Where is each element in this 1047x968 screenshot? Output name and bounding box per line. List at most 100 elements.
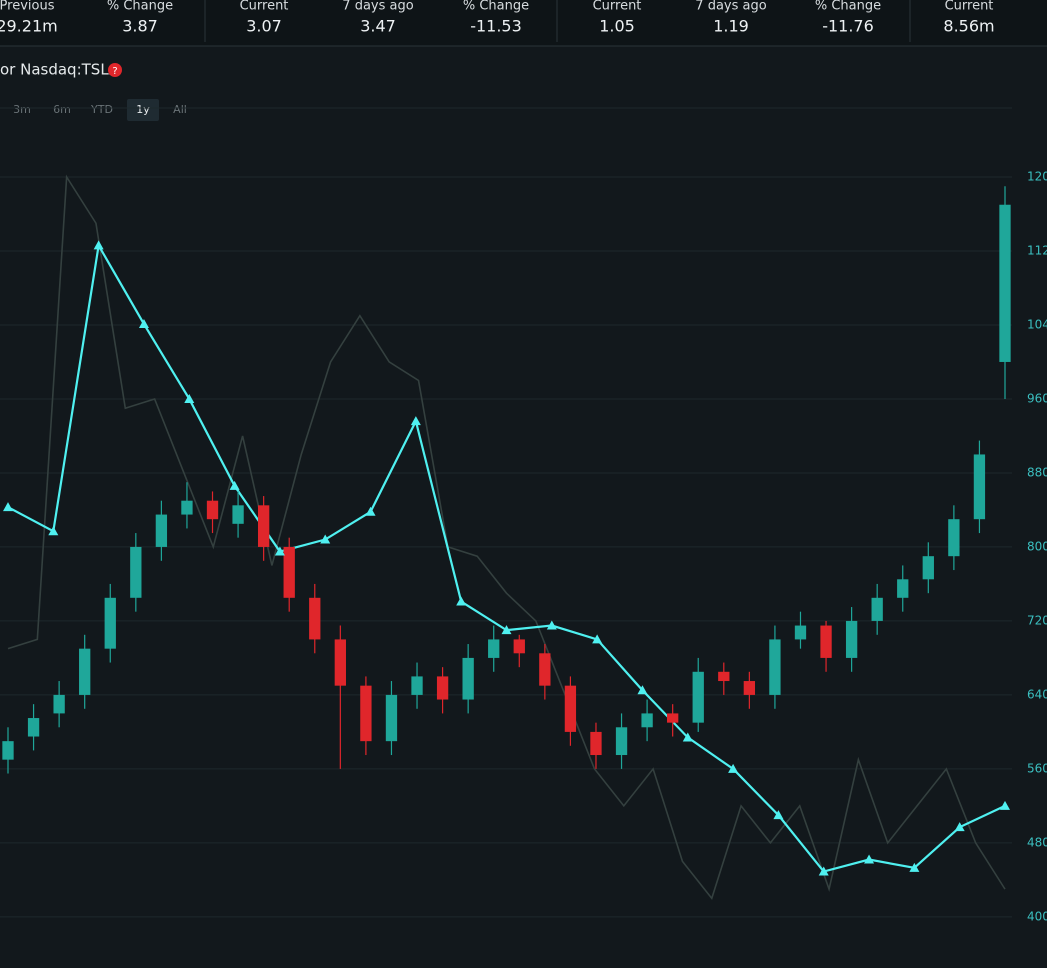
- range-button[interactable]: 1y: [136, 103, 150, 116]
- candle-body: [53, 694, 65, 714]
- stat-value: 8.56m: [943, 17, 994, 36]
- stat-value: -11.76: [822, 17, 874, 36]
- line-marker: [592, 634, 603, 644]
- candle-body: [794, 625, 807, 640]
- candle-body: [973, 454, 986, 520]
- candle-body: [232, 505, 244, 524]
- line-marker: [48, 526, 59, 536]
- candle-body: [897, 579, 909, 598]
- line-marker: [773, 810, 784, 820]
- candle-body: [999, 204, 1011, 362]
- stat-value: 29.21m: [0, 17, 58, 36]
- candle-body: [385, 694, 398, 742]
- candle-body: [948, 519, 960, 557]
- range-button-active[interactable]: [127, 99, 159, 121]
- stat-value: 3.07: [246, 17, 282, 36]
- line-marker: [909, 862, 920, 872]
- y-tick-label: 560: [1027, 761, 1047, 775]
- candle-body: [845, 620, 858, 658]
- candle-body: [667, 713, 679, 723]
- stats-bar: [0, 0, 1047, 46]
- range-button[interactable]: 3m: [13, 103, 31, 116]
- stat-label: Current: [593, 0, 642, 14]
- candle-body: [743, 681, 756, 695]
- line-marker: [274, 546, 285, 556]
- candle-body: [257, 505, 270, 547]
- y-tick-label: 1040: [1027, 317, 1047, 331]
- range-button[interactable]: YTD: [90, 103, 113, 116]
- candle-body: [104, 597, 116, 649]
- line-marker: [456, 596, 467, 606]
- chart-title: or Nasdaq:TSLA: [0, 61, 120, 79]
- candle-body: [462, 657, 474, 700]
- line-marker: [93, 240, 104, 250]
- candle-body: [590, 731, 602, 756]
- line-marker: [546, 620, 557, 630]
- candle-body: [309, 597, 321, 640]
- candle-body: [334, 639, 346, 686]
- line-marker: [184, 393, 195, 403]
- candle-body: [820, 625, 832, 658]
- y-tick-label: 640: [1027, 687, 1047, 701]
- candle-body: [436, 676, 449, 700]
- candle-body: [130, 546, 142, 598]
- candle-body: [155, 514, 168, 547]
- candle-body: [922, 556, 934, 580]
- y-tick-label: 880: [1027, 465, 1047, 479]
- candle-body: [360, 685, 372, 742]
- line-marker: [954, 822, 965, 832]
- y-tick-label: 1120: [1027, 243, 1047, 257]
- candle-body: [615, 727, 628, 756]
- candle-body: [539, 653, 551, 686]
- line-marker: [682, 732, 693, 742]
- candle-body: [718, 671, 730, 682]
- stat-label: % Change: [815, 0, 881, 14]
- candle-body: [488, 639, 500, 658]
- stat-label: Previous: [0, 0, 55, 14]
- candle-body: [2, 741, 14, 760]
- candle-body: [513, 639, 525, 654]
- stat-value: 3.87: [122, 17, 158, 36]
- stat-label: 7 days ago: [695, 0, 766, 14]
- stat-value: 1.05: [599, 17, 635, 36]
- line-marker: [365, 506, 376, 516]
- candle-body: [181, 500, 193, 515]
- line-series: [7, 174, 1006, 901]
- help-icon[interactable]: [108, 63, 122, 77]
- line-marker: [728, 763, 739, 773]
- candle-body: [641, 713, 653, 728]
- line-marker: [864, 854, 875, 864]
- line-marker: [501, 625, 512, 635]
- range-button[interactable]: 6m: [53, 103, 71, 116]
- stat-label: Current: [240, 0, 289, 14]
- stat-value: 3.47: [360, 17, 396, 36]
- candle-body: [206, 500, 219, 520]
- candle-body: [411, 676, 423, 695]
- y-tick-label: 1200: [1027, 169, 1047, 183]
- line-marker: [3, 502, 13, 512]
- stat-label: Current: [945, 0, 994, 14]
- range-button[interactable]: All: [173, 103, 187, 116]
- y-tick-label: 400: [1027, 909, 1047, 923]
- candle-body: [692, 671, 704, 723]
- y-tick-label: 480: [1027, 835, 1047, 849]
- y-tick-label: 720: [1027, 613, 1047, 627]
- line-marker: [410, 416, 421, 426]
- line-marker: [229, 480, 240, 490]
- stat-label: 7 days ago: [342, 0, 413, 14]
- line-marker: [320, 534, 331, 544]
- line-marker: [637, 685, 648, 695]
- line-series: [7, 242, 1006, 873]
- stat-label: % Change: [107, 0, 173, 14]
- y-tick-label: 960: [1027, 391, 1047, 405]
- line-marker: [818, 866, 829, 876]
- candle-body: [871, 597, 883, 621]
- candle-body: [564, 685, 577, 732]
- candle-body: [79, 648, 91, 695]
- help-icon-text[interactable]: ?: [112, 66, 117, 77]
- y-tick-label: 800: [1027, 539, 1047, 553]
- stat-value: 1.19: [713, 17, 749, 36]
- candle-body: [283, 546, 295, 598]
